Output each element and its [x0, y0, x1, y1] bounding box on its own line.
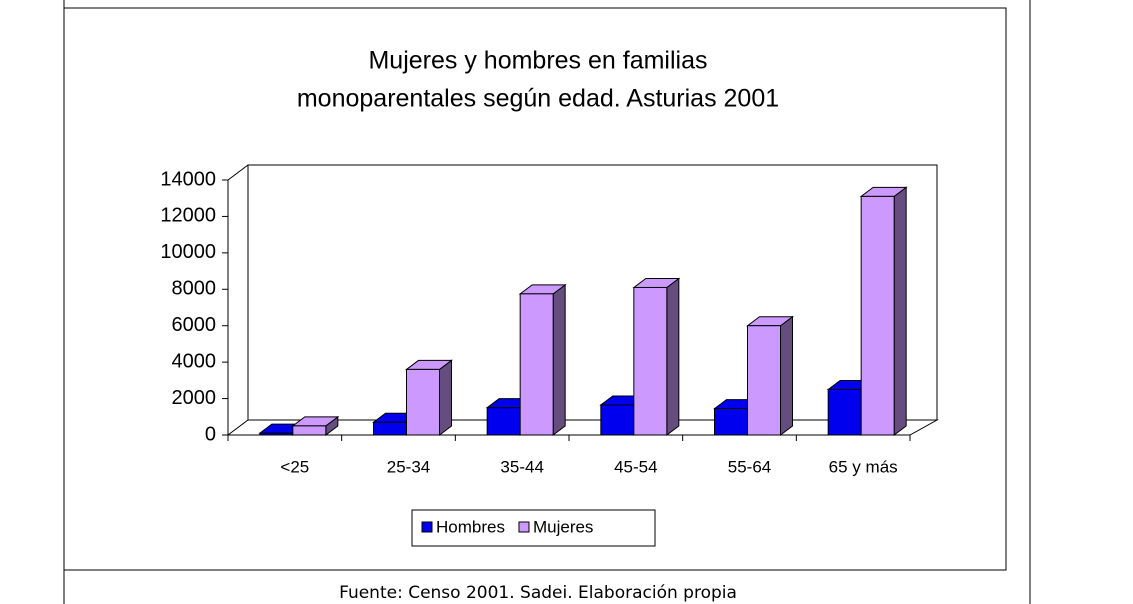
bar-side — [780, 315, 793, 436]
x-tick-label: 45-54 — [614, 457, 657, 476]
chart-title: monoparentales según edad. Asturias 2001 — [297, 85, 779, 113]
y-tick-label: 6000 — [172, 314, 217, 336]
bar — [714, 408, 748, 436]
y-tick-label: 4000 — [172, 350, 217, 372]
bar-side — [552, 283, 566, 436]
bar — [600, 404, 635, 436]
source-note: Fuente: Censo 2001. Sadei. Elaboración p… — [339, 583, 737, 603]
bar — [860, 195, 895, 436]
axis-edge — [227, 164, 249, 181]
bar — [486, 407, 521, 436]
bar — [292, 425, 327, 436]
bar — [633, 286, 668, 436]
y-tick-label: 8000 — [172, 278, 217, 300]
bar — [827, 388, 862, 436]
legend-label: Hombres — [436, 517, 505, 536]
y-tick-label: 2000 — [172, 387, 217, 409]
y-tick-label: 14000 — [160, 168, 216, 190]
y-tick-label: 12000 — [160, 205, 216, 227]
legend-swatch — [421, 521, 433, 533]
legend — [411, 509, 656, 547]
bar-side — [893, 186, 907, 436]
x-tick-label: 25-34 — [387, 457, 430, 476]
y-tick-label: 10000 — [160, 241, 216, 263]
chart-frame — [63, 7, 1007, 571]
bar — [406, 368, 440, 436]
bar-side — [439, 359, 452, 436]
bar — [373, 421, 407, 436]
bar — [259, 432, 294, 436]
chart-title: Mujeres y hombres en familias — [368, 47, 707, 75]
legend-label: Mujeres — [533, 517, 593, 536]
bar — [747, 325, 781, 436]
bar-side — [666, 277, 680, 436]
y-tick-label: 0 — [205, 423, 216, 445]
x-tick-label: <25 — [280, 457, 309, 476]
back-wall — [247, 164, 938, 421]
x-tick-label: 35-44 — [500, 457, 543, 476]
legend-swatch — [518, 521, 530, 533]
x-tick-label: 65 y más — [829, 457, 898, 476]
bar — [519, 293, 554, 436]
x-tick-label: 55-64 — [728, 457, 771, 476]
